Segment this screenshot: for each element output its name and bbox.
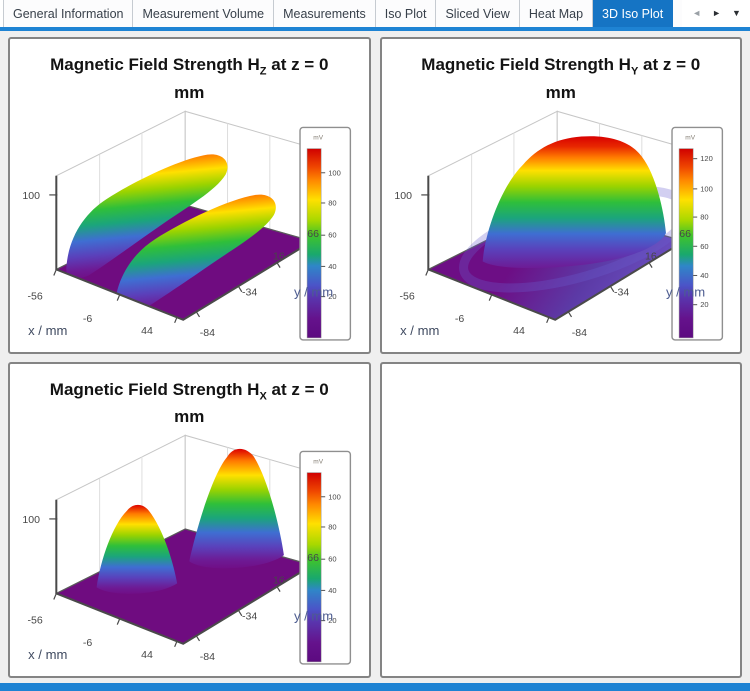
colorbar-tick: 40 [700,270,708,279]
tab-heat-map[interactable]: Heat Map [519,0,594,27]
colorbar-unit-label: mV [685,134,695,141]
tab-vector-truncated[interactable]: Vecto [673,0,683,27]
surface-plot-hx[interactable]: mV 100 80 60 40 20 100 -56 -6 [10,432,369,674]
colorbar-tick: 60 [328,555,336,564]
y-axis-label: y / mm [665,284,704,299]
plot-panel-hz: Magnetic Field Strength HZ at z = 0 mm [8,37,371,354]
axis-labels: 100 -56 -6 44 x / mm 66 16 -34 -84 y / m… [22,514,333,663]
y-tick-label: -34 [242,286,257,298]
y-tick-label: 66 [307,228,319,240]
y-axis-label: y / mm [294,609,333,624]
tab-nav-controls: ◄ ► ▼ ✕ [682,0,750,27]
plot-title-unit: mm [545,82,576,102]
surface-peaks [96,448,284,594]
tab-sliced-view[interactable]: Sliced View [436,0,520,27]
x-tick-label: -56 [28,615,43,627]
y-tick-label: -84 [200,326,215,338]
plot-title-hx: Magnetic Field Strength HX at z = 0 mm [49,379,329,427]
surface-ridges [66,153,276,317]
colorbar-tick: 60 [328,230,336,239]
z-tick-label: 100 [22,514,40,526]
plot-title-hy: Magnetic Field Strength HY at z = 0 mm [421,55,701,102]
colorbar-tick: 100 [700,184,713,193]
y-tick-label: -34 [242,611,257,623]
z-tick-label: 100 [22,189,40,201]
colorbar-unit-label: mV [313,459,323,466]
x-tick-label: -6 [83,312,93,324]
colorbar-tick: 60 [700,241,708,250]
tab-3d-iso-plot[interactable]: 3D Iso Plot [593,0,674,27]
tab-bar: General Information Measurement Volume M… [0,0,750,27]
colorbar-tick: 20 [700,300,708,309]
colorbar-tick: 20 [328,292,336,301]
colorbar-tick: 40 [328,586,336,595]
plot-title-hz: Magnetic Field Strength HZ at z = 0 mm [50,55,329,102]
plot-title-unit: mm [174,407,205,427]
tab-list-dropdown-icon[interactable]: ▼ [732,8,741,18]
tab-measurements[interactable]: Measurements [274,0,376,27]
colorbar-tick: 80 [328,522,336,531]
plot-grid: Magnetic Field Strength HZ at z = 0 mm [0,31,750,691]
scroll-tabs-left-icon[interactable]: ◄ [692,8,702,18]
colorbar-tick: 100 [328,492,341,501]
surface-plot-hy[interactable]: mV 120 100 80 60 40 20 100 -56 [382,108,741,350]
plot-panel-hy: Magnetic Field Strength HY at z = 0 mm [379,37,742,354]
y-tick-label: 16 [273,250,285,262]
empty-plot-panel [379,361,742,678]
y-tick-label: 16 [273,574,285,586]
y-tick-label: -34 [614,286,629,298]
colorbar-tick: 80 [328,198,336,207]
y-tick-label: -84 [200,651,215,663]
y-tick-label: 16 [645,250,657,262]
colorbar: mV 100 80 60 40 20 [299,450,352,665]
plot-title-unit: mm [174,82,205,102]
y-tick-label: 66 [307,552,319,564]
x-axis-label: x / mm [28,322,67,337]
x-tick-label: 44 [141,649,153,661]
surface-plot-hz[interactable]: mV 100 80 60 40 20 100 -56 -6 [10,108,369,350]
tab-measurement-volume[interactable]: Measurement Volume [133,0,275,27]
accent-line-bottom [0,683,750,691]
x-tick-label: -6 [454,312,464,324]
colorbar: mV 100 80 60 40 20 [299,126,352,341]
colorbar-tick: 80 [700,212,708,221]
colorbar-tick: 40 [328,261,336,270]
x-tick-label: 44 [141,324,153,336]
tab-general-information[interactable]: General Information [3,0,134,27]
z-tick-label: 100 [394,189,412,201]
x-axis-label: x / mm [400,322,439,337]
x-axis-label: x / mm [28,647,67,662]
colorbar-tick: 100 [328,168,341,177]
colorbar-tick: 120 [700,154,713,163]
accent-line-top [0,27,750,31]
y-tick-label: 66 [679,228,691,240]
y-tick-label: -84 [571,326,586,338]
scroll-tabs-right-icon[interactable]: ► [712,8,722,18]
plot-panel-hx: Magnetic Field Strength HX at z = 0 mm [8,361,371,678]
axis-labels: 100 -56 -6 44 x / mm 66 16 -34 -84 y / m… [22,189,333,338]
x-tick-label: -6 [83,637,93,649]
axis-labels: 100 -56 -6 44 x / mm 66 16 -34 -84 y / m… [394,189,705,338]
x-tick-label: 44 [513,324,525,336]
x-tick-label: -56 [28,290,43,302]
colorbar-tick: 20 [328,616,336,625]
x-tick-label: -56 [399,290,414,302]
y-axis-label: y / mm [294,284,333,299]
colorbar: mV 120 100 80 60 40 20 [670,126,723,341]
colorbar-unit-label: mV [313,134,323,141]
tab-iso-plot[interactable]: Iso Plot [375,0,437,27]
